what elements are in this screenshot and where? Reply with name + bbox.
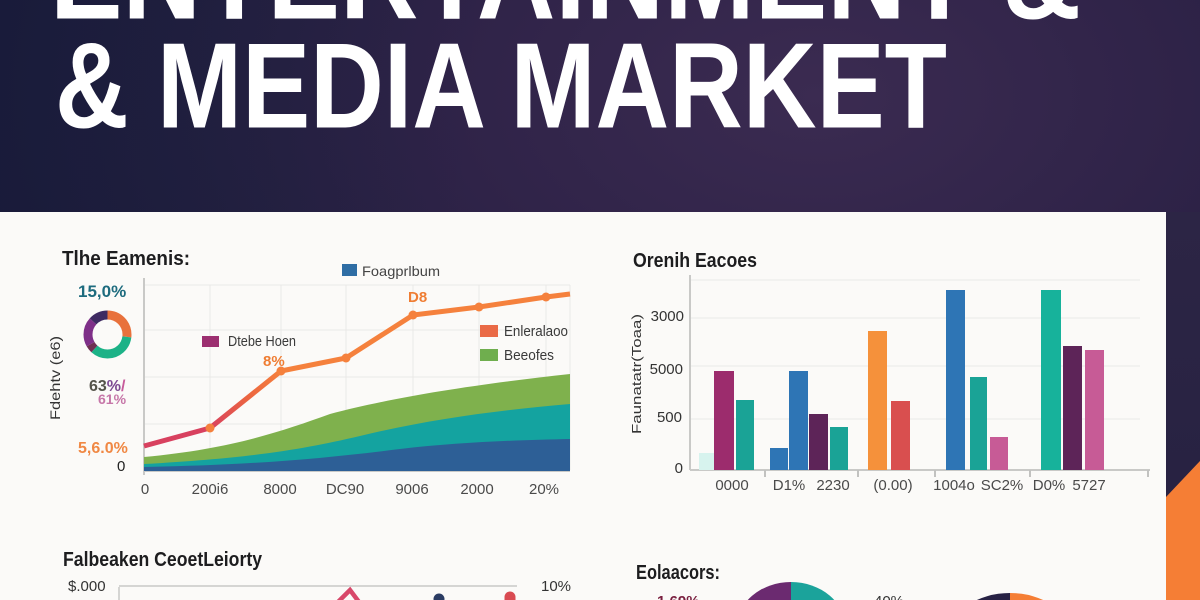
svg-text:15,0%: 15,0% — [78, 282, 126, 301]
svg-text:8%: 8% — [263, 353, 285, 370]
svg-text:61%: 61% — [98, 391, 127, 407]
svg-text:8000: 8000 — [263, 481, 296, 498]
svg-text:DC90: DC90 — [326, 481, 364, 498]
svg-text:63%/: 63%/ — [89, 378, 126, 395]
svg-text:$.000: $.000 — [68, 578, 106, 595]
svg-text:Enleralaoo: Enleralaoo — [504, 323, 568, 340]
svg-text:ENTERTAINMENT &: ENTERTAINMENT & — [50, 0, 1081, 45]
svg-text:5727: 5727 — [1072, 477, 1105, 494]
svg-text:10%: 10% — [541, 578, 571, 595]
svg-text:0: 0 — [675, 460, 683, 477]
svg-text:9006: 9006 — [395, 481, 428, 498]
svg-text:D8: D8 — [408, 289, 427, 306]
svg-text:Tlhe Eamenis:: Tlhe Eamenis: — [62, 248, 190, 270]
svg-text:2230: 2230 — [816, 477, 849, 494]
svg-text:5000: 5000 — [650, 361, 683, 378]
svg-text:D1%: D1% — [773, 477, 806, 494]
svg-text:Fdehtv (e6): Fdehtv (e6) — [47, 336, 63, 420]
svg-text:2000: 2000 — [460, 481, 493, 498]
svg-text:Beeofes: Beeofes — [504, 347, 554, 364]
svg-text:Eolaacors:: Eolaacors: — [636, 562, 720, 584]
svg-text:0: 0 — [141, 481, 149, 498]
svg-text:3000: 3000 — [651, 308, 684, 325]
svg-text:D0%: D0% — [1033, 477, 1066, 494]
svg-text:Faunatatr(Toaa): Faunatatr(Toaa) — [629, 314, 644, 434]
svg-text:SC2%: SC2% — [981, 477, 1024, 494]
svg-text:Foagprlbum: Foagprlbum — [362, 263, 440, 279]
svg-text:200i6: 200i6 — [192, 481, 229, 498]
svg-text:& MEDIA MARKET: & MEDIA MARKET — [55, 18, 947, 154]
svg-text:20%: 20% — [529, 481, 559, 498]
svg-text:Orenih Eacoes: Orenih Eacoes — [633, 250, 757, 272]
svg-text:40%: 40% — [874, 593, 904, 600]
svg-text:0: 0 — [117, 458, 125, 475]
svg-text:5,6.0%: 5,6.0% — [78, 440, 128, 457]
svg-text:500: 500 — [657, 409, 682, 426]
svg-text:1.69%: 1.69% — [657, 593, 700, 600]
svg-text:Falbeaken CeoetLeiorty: Falbeaken CeoetLeiorty — [63, 549, 263, 571]
svg-text:(0.00): (0.00) — [873, 477, 912, 494]
svg-text:0000: 0000 — [715, 477, 748, 494]
svg-text:1004o: 1004o — [933, 477, 975, 494]
svg-text:Dtebe Hoen: Dtebe Hoen — [228, 333, 296, 350]
